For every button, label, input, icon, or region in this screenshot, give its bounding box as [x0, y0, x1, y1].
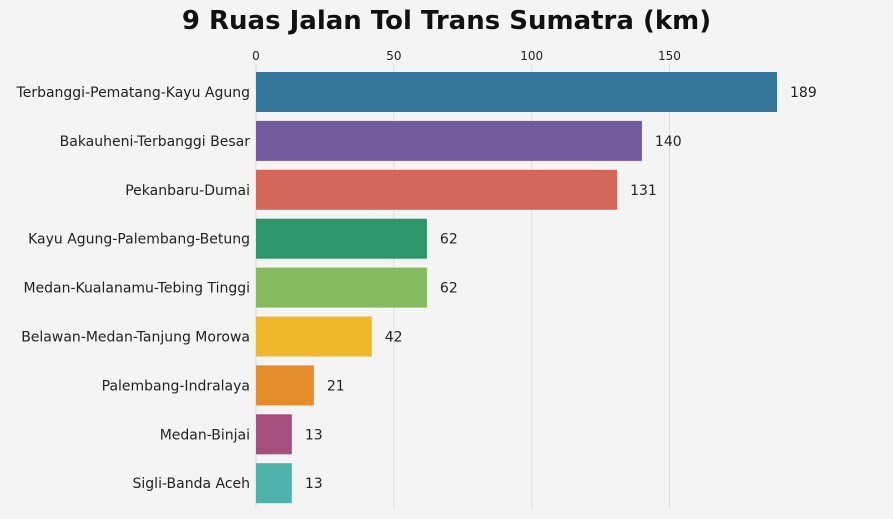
- value-label: 131: [630, 183, 657, 199]
- value-label: 13: [305, 427, 323, 443]
- bar: [256, 414, 292, 455]
- value-label: 62: [440, 232, 458, 248]
- bars: [256, 72, 777, 504]
- category-label: Kayu Agung-Palembang-Betung: [28, 232, 250, 248]
- value-label: 140: [655, 134, 682, 150]
- chart-title: 9 Ruas Jalan Tol Trans Sumatra (km): [181, 6, 712, 36]
- bar: [256, 267, 427, 308]
- category-label: Sigli-Banda Aceh: [133, 476, 250, 492]
- x-tick-label: 100: [520, 49, 543, 63]
- value-label: 189: [790, 85, 817, 101]
- bar: [256, 120, 642, 161]
- value-label: 13: [305, 476, 323, 492]
- category-label: Pekanbaru-Dumai: [125, 183, 250, 199]
- bar: [256, 218, 427, 259]
- category-label: Terbanggi-Pematang-Kayu Agung: [16, 85, 250, 101]
- value-label: 62: [440, 281, 458, 297]
- bar: [256, 169, 618, 210]
- bar: [256, 72, 777, 112]
- category-label: Medan-Binjai: [160, 427, 250, 443]
- category-labels: Terbanggi-Pematang-Kayu Agung Bakauheni-T…: [16, 85, 251, 492]
- category-label: Palembang-Indralaya: [102, 378, 250, 394]
- bar: [256, 365, 314, 406]
- category-label: Medan-Kualanamu-Tebing Tinggi: [23, 281, 250, 297]
- category-label: Belawan-Medan-Tanjung Morowa: [21, 330, 250, 346]
- x-tick-label: 0: [252, 49, 260, 63]
- value-label: 21: [327, 378, 345, 394]
- value-labels: 189 140 131 62 62 42 21 13 13: [305, 85, 817, 492]
- x-axis-ticks: 0 50 100 150: [252, 49, 681, 63]
- x-tick-label: 50: [386, 49, 401, 63]
- bar: [256, 316, 372, 357]
- x-tick-label: 150: [658, 49, 681, 63]
- category-label: Bakauheni-Terbanggi Besar: [60, 134, 251, 150]
- bar: [256, 463, 292, 504]
- value-label: 42: [385, 330, 403, 346]
